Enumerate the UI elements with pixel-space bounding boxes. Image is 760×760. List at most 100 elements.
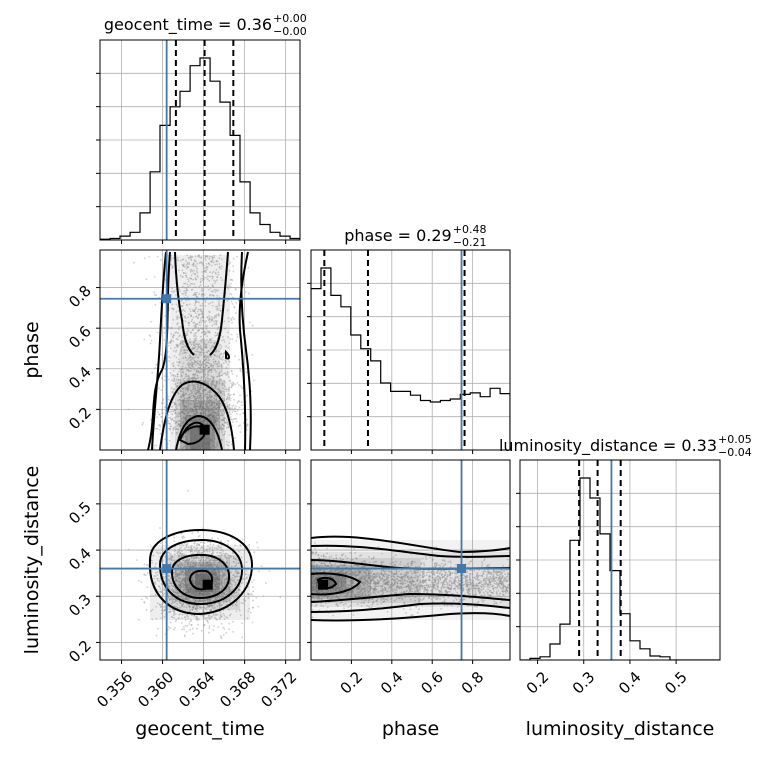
sample-point [211, 375, 214, 378]
sample-point [215, 350, 218, 353]
sample-point [187, 257, 190, 260]
sample-point [191, 627, 194, 630]
sample-point [196, 391, 199, 393]
sample-point [204, 358, 207, 361]
sample-point [180, 369, 182, 371]
sample-point [217, 586, 219, 588]
sample-point [230, 293, 233, 296]
sample-point [212, 261, 215, 264]
sample-point [198, 407, 201, 410]
sample-point [206, 442, 209, 445]
sample-point [184, 366, 187, 369]
sample-point [192, 409, 194, 412]
sample-point [210, 396, 212, 399]
sample-point [185, 408, 188, 411]
sample-point [230, 282, 232, 285]
sample-point [186, 543, 189, 545]
sample-point [194, 417, 196, 420]
sample-point [213, 422, 216, 425]
sample-point [220, 364, 223, 367]
sample-point [242, 538, 244, 541]
sample-point [212, 364, 215, 367]
sample-point [208, 318, 211, 320]
sample-point [196, 446, 199, 449]
sample-point [236, 255, 239, 258]
sample-point [227, 336, 229, 339]
sample-point [202, 396, 205, 398]
sample-point [225, 390, 228, 392]
sample-point [226, 403, 229, 406]
sample-point [184, 332, 187, 335]
sample-point [195, 370, 198, 373]
sample-point [185, 375, 188, 378]
sample-point [235, 375, 238, 377]
sample-point [202, 421, 204, 424]
sample-point [196, 627, 199, 630]
sample-point [184, 609, 187, 612]
sample-point [223, 425, 225, 428]
sample-point [217, 289, 219, 292]
sample-point [212, 270, 215, 273]
sample-point [195, 393, 198, 396]
sample-point [220, 391, 222, 394]
sample-point [214, 360, 217, 363]
sample-point [222, 352, 225, 355]
sample-point [198, 402, 201, 405]
sample-point [212, 377, 215, 379]
sample-point [208, 408, 211, 410]
sample-point [217, 406, 220, 409]
sample-point [200, 348, 203, 350]
sample-point [211, 412, 214, 414]
sample-point [159, 301, 162, 304]
sample-point [221, 382, 224, 385]
sample-point [198, 254, 201, 256]
sample-point [227, 392, 230, 395]
sample-point [208, 279, 211, 282]
sample-point [191, 408, 194, 410]
sample-point [208, 414, 211, 416]
sample-point [169, 341, 172, 344]
sample-point [187, 574, 189, 577]
sample-point [186, 585, 189, 587]
sample-point [176, 382, 179, 385]
sample-point [208, 395, 211, 397]
sample-point [210, 364, 213, 367]
sample-point [245, 428, 248, 431]
sample-point [163, 327, 166, 330]
sample-point [173, 403, 176, 406]
sample-point [241, 622, 244, 625]
sample-point [206, 422, 209, 425]
sample-point [179, 290, 181, 293]
sample-point [210, 337, 213, 340]
sample-point [205, 405, 208, 407]
sample-point [228, 628, 231, 630]
sample-point [203, 400, 205, 402]
sample-point [187, 402, 190, 404]
sample-point [194, 294, 197, 296]
sample-point [219, 402, 222, 404]
sample-point [227, 360, 230, 362]
sample-point [191, 356, 193, 359]
sample-point [211, 427, 214, 430]
sample-point [194, 339, 196, 342]
sample-point [196, 375, 199, 377]
sample-point [205, 410, 207, 412]
sample-point [199, 345, 202, 347]
sample-point [211, 408, 214, 411]
sample-point [187, 398, 190, 401]
sample-point [197, 362, 200, 365]
sample-point [196, 300, 199, 303]
sample-point [194, 337, 197, 340]
sample-point [200, 257, 203, 259]
sample-point [201, 310, 204, 313]
sample-point [207, 411, 210, 414]
sample-point [190, 289, 193, 291]
sample-point [188, 256, 191, 259]
sample-point [184, 315, 187, 318]
sample-point [197, 394, 200, 397]
sample-point [183, 547, 186, 550]
sample-point [206, 397, 209, 399]
sample-point [193, 340, 196, 343]
sample-point [182, 285, 184, 288]
sample-point [182, 403, 185, 406]
